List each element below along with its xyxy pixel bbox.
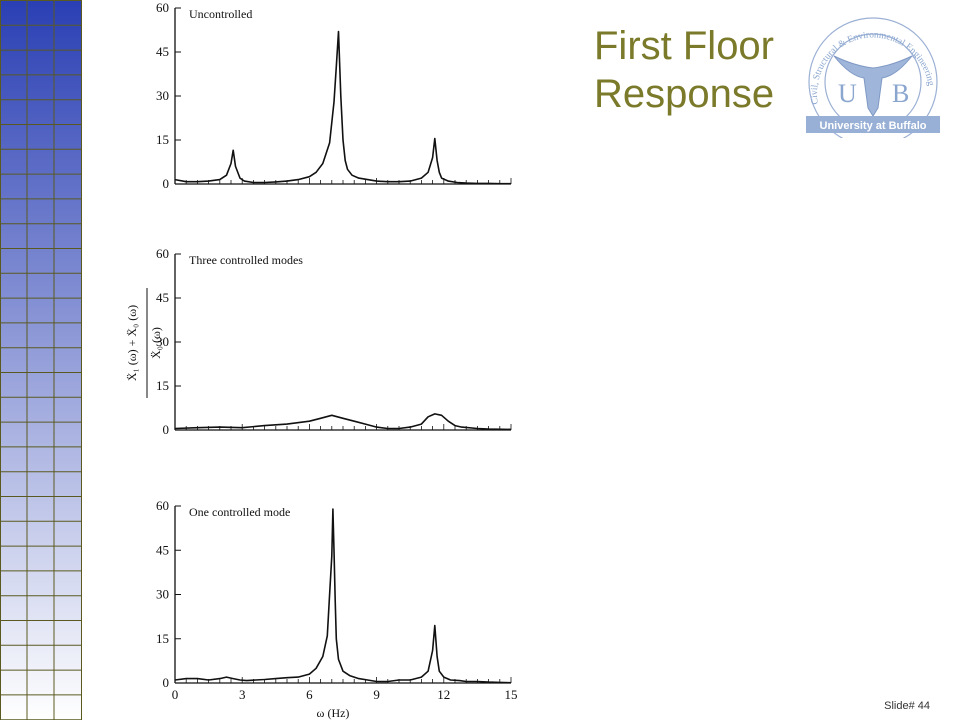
y-tick-label: 45 [156,290,169,305]
y-tick-label: 60 [156,0,169,15]
y-tick-label: 30 [156,88,169,103]
y-axis-label: Ẍ₁ (ω) + Ẍ₀ (ω) [125,305,139,381]
y-axis-label-denominator: Ẍ₀ (ω) [149,327,163,359]
sidebar-grid-decoration [0,0,82,720]
x-axis-label: ω (Hz) [317,706,350,720]
sidebar-grid-lines [0,0,82,720]
x-tick-label: 3 [239,687,246,702]
response-series-line [174,30,511,185]
y-tick-label: 45 [156,44,169,59]
y-tick-label: 45 [156,542,169,557]
chart-panel-3: 0 15 30 45 60 0 3 6 9 12 15 ω (Hz) One controlled mo… [156,498,518,720]
panel-title: Three controlled modes [189,253,303,267]
logo-banner [806,116,940,133]
university-logo: Civil, Structural & Environmental Engine… [806,17,940,138]
x-tick-label: 6 [306,687,313,702]
y-tick-label: 15 [156,378,169,393]
logo-letter-b: B [892,79,909,108]
logo-banner-text: University at Buffalo [820,120,927,132]
x-tick-label: 0 [172,687,179,702]
y-tick-label: 60 [156,246,169,261]
logo-ring-outer [808,17,938,138]
slide-title: First Floor Response [594,22,774,118]
panel-title: One controlled mode [189,505,290,519]
y-tick-label: 0 [163,176,170,191]
chart-panel-1: 0 15 30 45 60 Uncontrolled [156,0,512,191]
x-tick-label: 15 [505,687,518,702]
logo-letter-u: U [838,79,857,108]
response-series-line [174,413,512,431]
response-series-line [174,508,512,684]
y-tick-label: 15 [156,132,169,147]
y-tick-label: 30 [156,334,169,349]
y-tick-label: 0 [163,675,170,690]
y-tick-label: 30 [156,587,169,602]
chart-panel-2: 0 15 30 45 60 Three controlled modes [156,246,512,437]
slide-number: Slide# 44 [884,700,930,712]
logo-horns-icon [833,55,913,117]
y-tick-label: 60 [156,498,169,513]
x-tick-label: 12 [437,687,450,702]
x-tick-label: 9 [373,687,380,702]
slide-title-line-2: Response [594,72,775,116]
sidebar-gradient [0,0,82,720]
slide-title-line-1: First Floor [594,24,774,68]
panel-title: Uncontrolled [189,7,252,21]
y-tick-label: 15 [156,631,169,646]
y-tick-label: 0 [163,422,170,437]
